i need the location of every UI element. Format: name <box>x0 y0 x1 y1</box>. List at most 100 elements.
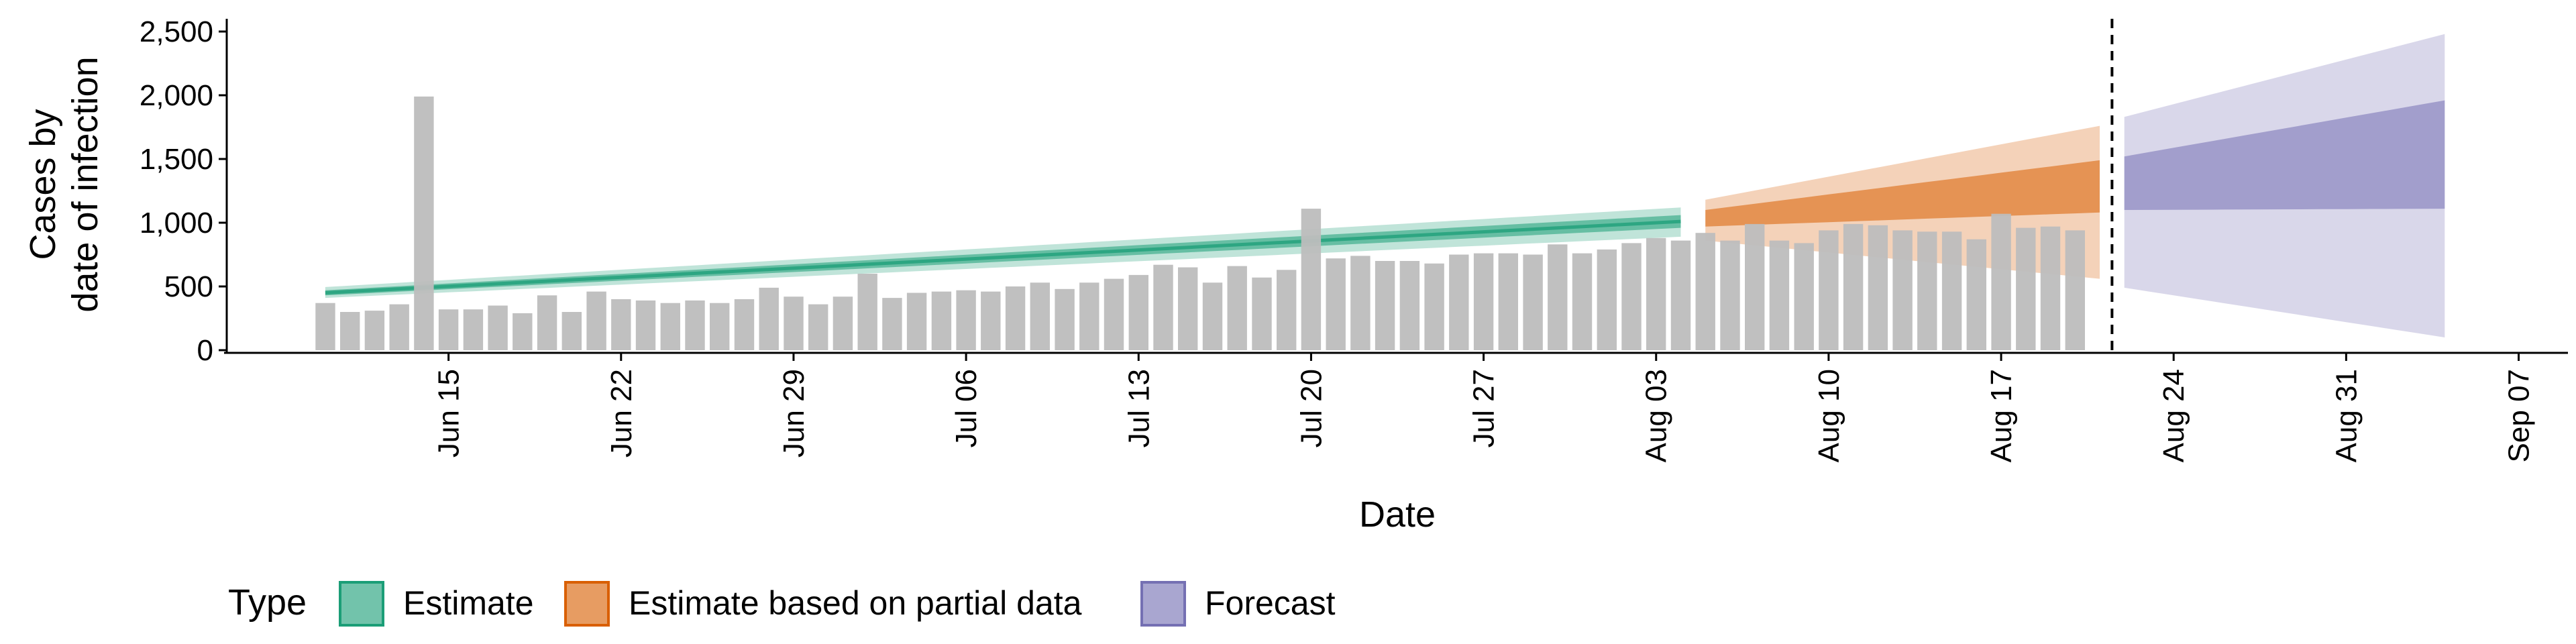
bar-32 <box>1104 278 1124 350</box>
bar-12 <box>611 299 631 350</box>
bar-42 <box>1350 256 1371 350</box>
bar-65 <box>1917 231 1937 350</box>
bar-19 <box>784 297 804 350</box>
bar-9 <box>537 295 557 350</box>
bar-55 <box>1670 240 1691 350</box>
bar-7 <box>488 305 508 350</box>
axes-layer: 0 500 1,000 1,500 2,000 2,500 Jun 15 Jun 22 Jun … <box>23 15 2568 535</box>
bar-66 <box>1941 231 1962 350</box>
x-tick-label-3: Jul 06 <box>950 369 983 447</box>
bar-0 <box>315 303 335 350</box>
legend: Type Estimate Estimate based on partial da… <box>228 581 1336 627</box>
bar-1 <box>340 312 360 350</box>
legend-key-1 <box>564 581 610 627</box>
bar-53 <box>1621 243 1642 350</box>
bar-27 <box>981 291 1001 350</box>
bar-3 <box>389 304 409 350</box>
bar-31 <box>1079 282 1099 350</box>
bar-26 <box>956 290 976 350</box>
bar-5 <box>438 309 459 350</box>
legend-key-2 <box>1140 581 1186 627</box>
bar-54 <box>1646 237 1666 350</box>
bar-39 <box>1277 270 1297 350</box>
x-tick-label-4: Jul 13 <box>1122 369 1155 447</box>
bar-45 <box>1424 263 1444 350</box>
x-tick-label-11: Aug 31 <box>2330 369 2363 462</box>
bar-60 <box>1794 243 1814 350</box>
x-tick-label-1: Jun 22 <box>605 369 638 458</box>
x-tick-label-12: Sep 07 <box>2503 369 2536 462</box>
bar-50 <box>1548 244 1568 350</box>
bar-58 <box>1745 223 1765 350</box>
bar-34 <box>1153 264 1173 350</box>
x-tick-label-5: Jul 20 <box>1295 369 1328 447</box>
bar-52 <box>1597 249 1617 350</box>
bar-13 <box>635 300 656 350</box>
bar-16 <box>710 303 730 350</box>
band-1-inner <box>1705 160 2100 227</box>
bar-69 <box>2016 227 2036 350</box>
bar-6 <box>463 309 484 350</box>
legend-title: Type <box>228 582 307 623</box>
x-tick-label-7: Aug 03 <box>1640 369 1673 462</box>
bar-25 <box>931 291 952 350</box>
y-tick-label-3: 1,500 <box>140 143 213 176</box>
bar-51 <box>1572 253 1593 350</box>
bar-40 <box>1301 209 1322 350</box>
bar-38 <box>1252 277 1272 350</box>
bar-48 <box>1498 253 1518 350</box>
bar-46 <box>1449 254 1469 350</box>
bar-28 <box>1005 286 1026 350</box>
y-tick-label-1: 500 <box>164 270 213 303</box>
bar-59 <box>1769 240 1790 350</box>
bar-10 <box>561 312 582 350</box>
bar-70 <box>2040 226 2061 350</box>
bar-22 <box>857 274 877 350</box>
y-tick-label-2: 1,000 <box>140 207 213 239</box>
legend-label-2: Forecast <box>1205 584 1336 622</box>
x-tick-label-9: Aug 17 <box>1985 369 2018 462</box>
bar-4 <box>414 96 434 350</box>
bar-43 <box>1375 261 1395 350</box>
bar-11 <box>586 291 606 350</box>
band-layer <box>325 34 2445 338</box>
bar-63 <box>1868 225 1888 350</box>
bar-layer <box>315 96 2085 350</box>
y-tick-label-0: 0 <box>197 334 213 367</box>
band-2-inner <box>2124 100 2445 210</box>
bar-57 <box>1720 240 1740 350</box>
bar-35 <box>1178 267 1198 350</box>
bar-33 <box>1128 274 1148 350</box>
bar-21 <box>833 297 853 350</box>
bar-18 <box>759 287 779 350</box>
bar-49 <box>1523 254 1543 350</box>
bar-30 <box>1055 288 1075 350</box>
bar-15 <box>685 300 705 350</box>
x-tick-label-8: Aug 10 <box>1813 369 1845 462</box>
bar-23 <box>882 298 902 350</box>
x-axis-title: Date <box>1359 494 1436 535</box>
bar-67 <box>1966 239 1986 350</box>
bar-56 <box>1695 233 1715 350</box>
bar-20 <box>808 304 828 350</box>
legend-label-1: Estimate based on partial data <box>629 584 1082 622</box>
y-axis-title: Cases by date of infection <box>23 56 105 312</box>
bar-44 <box>1399 261 1420 350</box>
x-tick-label-2: Jun 29 <box>777 369 810 458</box>
bar-29 <box>1030 282 1050 350</box>
legend-label-0: Estimate <box>403 584 534 622</box>
bar-37 <box>1227 266 1247 350</box>
x-tick-label-10: Aug 24 <box>2157 369 2190 462</box>
bar-64 <box>1892 230 1913 350</box>
bar-17 <box>734 299 755 350</box>
median-line-0 <box>325 219 1681 294</box>
legend-key-0 <box>339 581 384 627</box>
bar-24 <box>906 292 927 350</box>
bar-2 <box>364 311 385 350</box>
bar-68 <box>1991 213 2011 350</box>
x-tick-label-0: Jun 15 <box>433 369 466 458</box>
bar-71 <box>2065 230 2085 350</box>
x-tick-label-6: Jul 27 <box>1468 369 1501 447</box>
y-axis-title-line-2: date of infection <box>65 56 105 312</box>
